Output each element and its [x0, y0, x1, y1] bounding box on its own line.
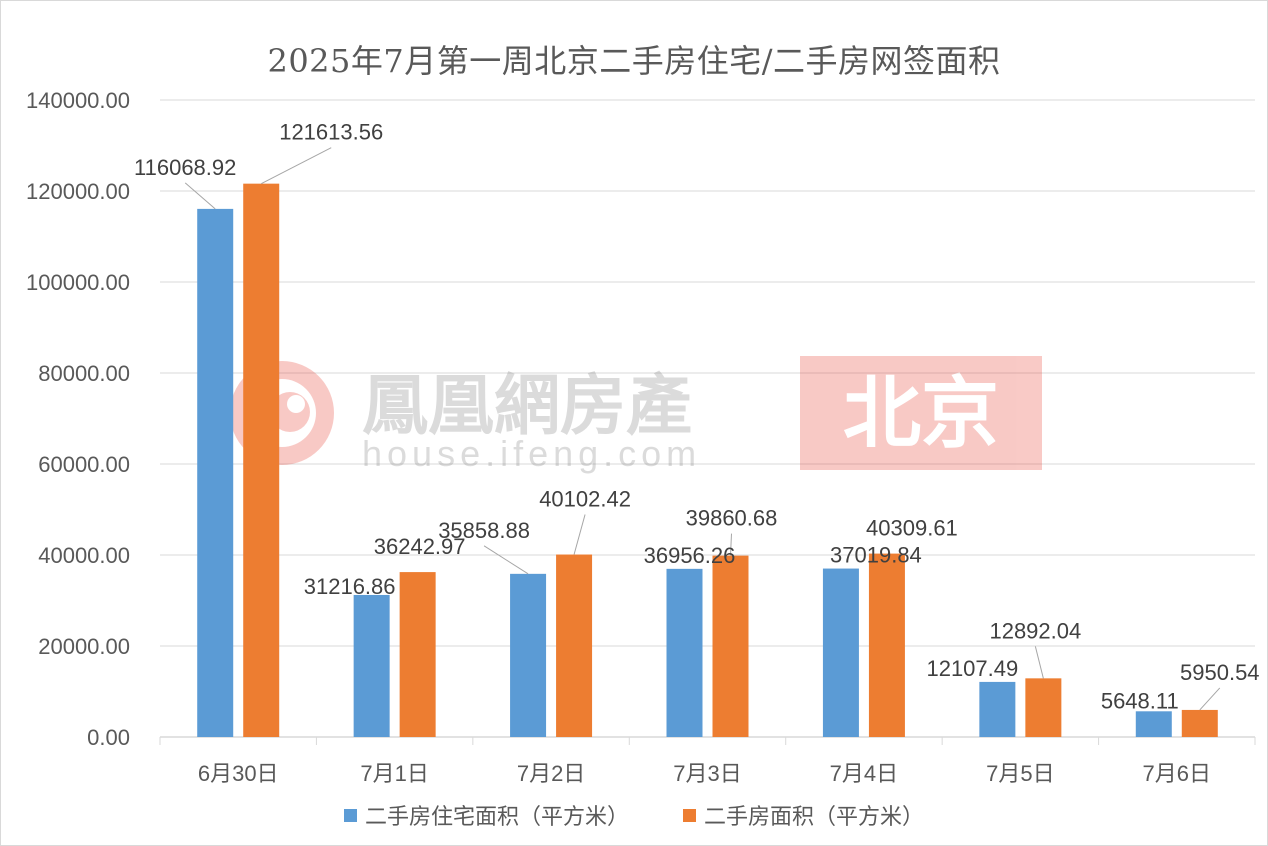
- leader-line: [1034, 646, 1044, 679]
- y-tick-label: 60000.00: [38, 452, 130, 477]
- watermark: 鳳凰網房產 house.ifeng.com 北京: [230, 356, 1042, 474]
- bar-residential-area: [197, 208, 234, 737]
- bar-residential-area: [822, 568, 859, 737]
- bar-residential-area: [666, 568, 703, 737]
- bar-total-area: [712, 555, 749, 737]
- bar-total-area: [868, 553, 905, 737]
- legend-label-series1: 二手房住宅面积（平方米）: [364, 805, 629, 830]
- bar-total-area: [243, 183, 280, 737]
- x-tick-label: 7月4日: [830, 761, 898, 786]
- watermark-city-box: [800, 356, 1042, 470]
- bars: [197, 183, 1218, 737]
- x-tick-label: 7月3日: [673, 761, 741, 786]
- bar-total-area: [1025, 678, 1062, 737]
- data-label: 5950.54: [1180, 660, 1260, 685]
- x-tick-label: 7月6日: [1143, 761, 1211, 786]
- bar-residential-area: [1135, 711, 1172, 737]
- legend-swatch-blue: [343, 808, 357, 822]
- leader-line: [573, 514, 586, 555]
- legend-item-series2: 二手房面积（平方米）: [683, 799, 924, 831]
- leader-line: [1199, 687, 1221, 711]
- data-labels: 116068.92 121613.56 31216.86 36242.9735858.…: [134, 120, 1260, 714]
- watermark-url: house.ifeng.com: [362, 433, 701, 474]
- data-label: 121613.56: [279, 120, 383, 145]
- x-tick-label: 7月2日: [517, 761, 585, 786]
- y-tick-label: 20000.00: [38, 634, 130, 659]
- grid-lines: [159, 99, 1256, 745]
- legend-label-series2: 二手房面积（平方米）: [704, 805, 925, 830]
- data-label: 35858.88: [438, 518, 530, 543]
- data-label: 40309.61: [866, 516, 958, 541]
- leader-line: [260, 147, 332, 185]
- leader-line: [730, 533, 732, 556]
- y-tick-label: 80000.00: [38, 361, 130, 386]
- bar-total-area: [556, 554, 593, 737]
- data-label: 5648.11: [1101, 688, 1179, 713]
- bar-residential-area: [979, 681, 1016, 737]
- legend-item-series1: 二手房住宅面积（平方米）: [343, 799, 629, 831]
- data-label: 39860.68: [686, 506, 778, 531]
- chart-title: 2025年7月第一周北京二手房住宅/二手房网签面积: [267, 42, 1001, 80]
- watermark-brand: 鳳凰網房產: [362, 366, 692, 444]
- y-tick-label: 100000.00: [26, 270, 130, 295]
- y-tick-label: 140000.00: [26, 88, 130, 113]
- data-label: 40102.42: [539, 487, 631, 512]
- data-label: 12107.49: [926, 656, 1018, 681]
- data-label: 36242.97: [374, 534, 466, 559]
- x-tick-label: 6月30日: [198, 761, 279, 786]
- watermark-city: 北京: [843, 368, 999, 459]
- data-label: 37019.84: [830, 543, 922, 568]
- data-label: 116068.92: [134, 155, 236, 180]
- data-label: 12892.04: [989, 618, 1081, 643]
- x-axis-ticks: 6月30日 7月1日 7月2日 7月3日 7月4日 7月5日 7月6日: [198, 761, 1211, 786]
- y-tick-label: 0.00: [87, 725, 130, 750]
- x-tick-label: 7月1日: [360, 761, 428, 786]
- y-tick-label: 40000.00: [38, 543, 130, 568]
- data-label: 31216.86: [304, 574, 396, 599]
- label-leader-lines: [184, 147, 1221, 711]
- data-label: 36956.26: [644, 543, 736, 568]
- x-tick-label: 7月5日: [986, 761, 1054, 786]
- leader-line: [483, 545, 529, 575]
- bar-residential-area: [510, 573, 547, 737]
- legend: 二手房住宅面积（平方米） 二手房面积（平方米）: [0, 799, 1268, 831]
- y-tick-label: 120000.00: [26, 179, 130, 204]
- y-axis-ticks: 0.00 20000.00 40000.00 60000.00 80000.00 1000…: [26, 88, 130, 750]
- leader-line: [184, 182, 216, 210]
- bar-total-area: [1181, 709, 1218, 737]
- legend-swatch-orange: [683, 808, 696, 822]
- bar-total-area: [399, 572, 436, 737]
- bar-residential-area: [353, 594, 390, 737]
